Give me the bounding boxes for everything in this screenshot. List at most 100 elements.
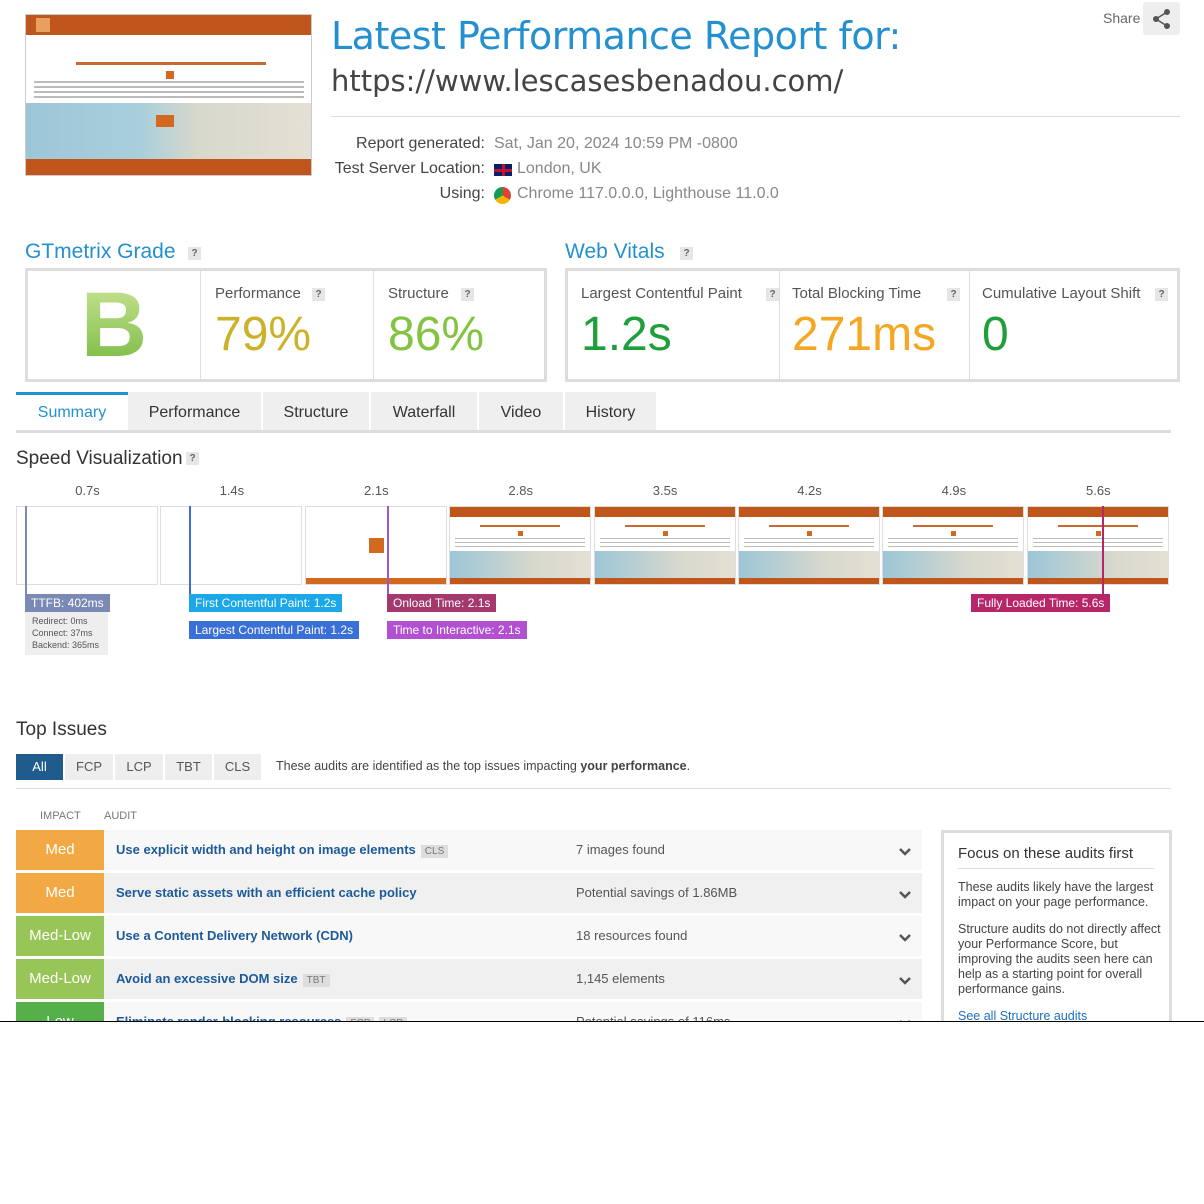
report: Latest Performance Report for: https://ww…: [0, 2, 1204, 1022]
audit-name[interactable]: Use explicit width and height on image e…: [116, 842, 416, 857]
metric-value: 271ms: [792, 308, 937, 361]
expand-chevron[interactable]: [898, 1016, 912, 1021]
expand-chevron[interactable]: [898, 973, 912, 985]
focus-title: Focus on these audits first: [958, 845, 1134, 862]
cell-divider: [969, 271, 970, 379]
help-icon[interactable]: ?: [680, 247, 693, 260]
filter-button[interactable]: LCP: [115, 754, 163, 780]
frame-heading: [769, 525, 849, 527]
filmstrip-frame: [593, 506, 736, 585]
tab[interactable]: Performance: [128, 392, 261, 430]
frame-time: 4.9s: [941, 483, 967, 498]
site-thumbnail: [25, 14, 312, 176]
column-header: IMPACT: [40, 810, 81, 822]
grade-letter: B: [28, 271, 200, 379]
focus-link[interactable]: See all Structure audits: [958, 1009, 1088, 1022]
audit-row[interactable]: Med-Low Avoid an excessive DOM size TBT 1,1…: [16, 959, 922, 999]
thumb-marker: [156, 115, 174, 127]
filter-button[interactable]: TBT: [165, 754, 212, 780]
expand-chevron[interactable]: [898, 887, 912, 899]
cell-divider: [373, 271, 374, 379]
audit-name[interactable]: Eliminate render-blocking resources: [116, 1014, 342, 1022]
thumb-logo: [36, 18, 50, 32]
metric-label: Structure: [388, 285, 449, 302]
thumb-text: [34, 91, 304, 93]
marker-label: TTFB: 402ms: [25, 594, 110, 612]
metric-label: Total Blocking Time: [792, 285, 922, 302]
filmstrip-frame: [738, 506, 880, 585]
focus-text: Structure audits do not directly affect …: [958, 922, 1161, 996]
filmstrip-frame: [16, 506, 158, 585]
audit-title: Serve static assets with an efficient ca…: [116, 885, 417, 900]
frame-time: 2.1s: [364, 483, 389, 498]
audit-row[interactable]: Med Serve static assets with an efficient…: [16, 873, 922, 913]
chevron-icon: [900, 1020, 910, 1021]
thumb-heading: [76, 62, 266, 65]
tab[interactable]: Waterfall: [371, 392, 477, 430]
marker-line: [25, 506, 27, 594]
ttfb-detail: Backend: 365ms: [32, 640, 100, 650]
audit-detail: Potential savings of 116ms: [576, 1014, 731, 1022]
audit-row[interactable]: Med-Low Use a Content Delivery Network (C…: [16, 916, 922, 956]
chevron-icon: [899, 848, 911, 856]
filmstrip-frame: [449, 506, 592, 585]
frame-text: [599, 538, 730, 539]
audit-name[interactable]: Use a Content Delivery Network (CDN): [116, 928, 353, 943]
help-icon[interactable]: ?: [312, 288, 325, 301]
marker-line: [189, 506, 191, 594]
expand-chevron[interactable]: [898, 844, 912, 856]
audit-detail: 1,145 elements: [576, 971, 665, 986]
note-bold: your performance: [580, 759, 687, 773]
filter-button[interactable]: FCP: [65, 754, 113, 780]
help-icon[interactable]: ?: [766, 288, 779, 301]
report-title: Latest Performance Report for:: [331, 14, 901, 58]
thumb-text: [34, 96, 304, 98]
frame-bar: [305, 578, 446, 584]
audit-title: Use a Content Delivery Network (CDN): [116, 928, 353, 943]
filter-button[interactable]: CLS: [214, 754, 261, 780]
filter-button[interactable]: All: [16, 754, 63, 780]
frame-nav: [594, 507, 735, 517]
chevron-icon: [899, 891, 911, 899]
frame-bar: [450, 578, 591, 584]
metric-value: 86%: [388, 308, 485, 361]
frame-time: 0.7s: [75, 483, 100, 498]
audit-row[interactable]: Low Eliminate render-blocking resources FC…: [16, 1002, 922, 1022]
frame-time: 5.6s: [1086, 483, 1111, 498]
thumb-icon: [166, 71, 174, 79]
filmstrip-frame: [304, 506, 447, 585]
audit-name[interactable]: Serve static assets with an efficient ca…: [116, 885, 417, 900]
share-label[interactable]: Share: [1103, 10, 1141, 26]
ttfb-details: Redirect: 0ms Connect: 37ms Backend: 365ms: [25, 612, 108, 655]
tab[interactable]: Summary: [16, 392, 128, 430]
help-icon[interactable]: ?: [1155, 288, 1168, 301]
tab[interactable]: Video: [479, 392, 563, 430]
audit-detail: 18 resources found: [576, 928, 688, 943]
thumb-map: [26, 103, 311, 159]
audit-detail: Potential savings of 1.86MB: [576, 885, 738, 900]
meta-value: London, UK: [517, 160, 602, 177]
help-icon[interactable]: ?: [188, 247, 201, 260]
expand-chevron[interactable]: [898, 930, 912, 942]
frame-bar: [594, 578, 735, 584]
help-icon[interactable]: ?: [186, 452, 199, 465]
grade-box: B Performance? 79% Structure? 86%: [25, 268, 547, 382]
metric-label: Performance: [215, 285, 301, 302]
audit-tag: CLS: [420, 845, 449, 858]
share-button[interactable]: [1143, 2, 1180, 35]
audit-name[interactable]: Avoid an excessive DOM size: [116, 971, 298, 986]
frame-text: [1032, 542, 1163, 543]
section-title: Speed Visualization: [16, 448, 183, 469]
chrome-icon: [494, 187, 511, 204]
divider: [16, 788, 1171, 789]
frame-time: 2.8s: [508, 483, 533, 498]
help-icon[interactable]: ?: [947, 288, 960, 301]
frame-icon: [368, 538, 384, 553]
tab[interactable]: History: [565, 392, 656, 430]
frame-text: [455, 538, 586, 539]
tab[interactable]: Structure: [263, 392, 369, 430]
ttfb-detail: Connect: 37ms: [32, 628, 93, 638]
audit-row[interactable]: Med Use explicit width and height on imag…: [16, 830, 922, 870]
marker-line: [1102, 506, 1104, 594]
help-icon[interactable]: ?: [461, 288, 474, 301]
